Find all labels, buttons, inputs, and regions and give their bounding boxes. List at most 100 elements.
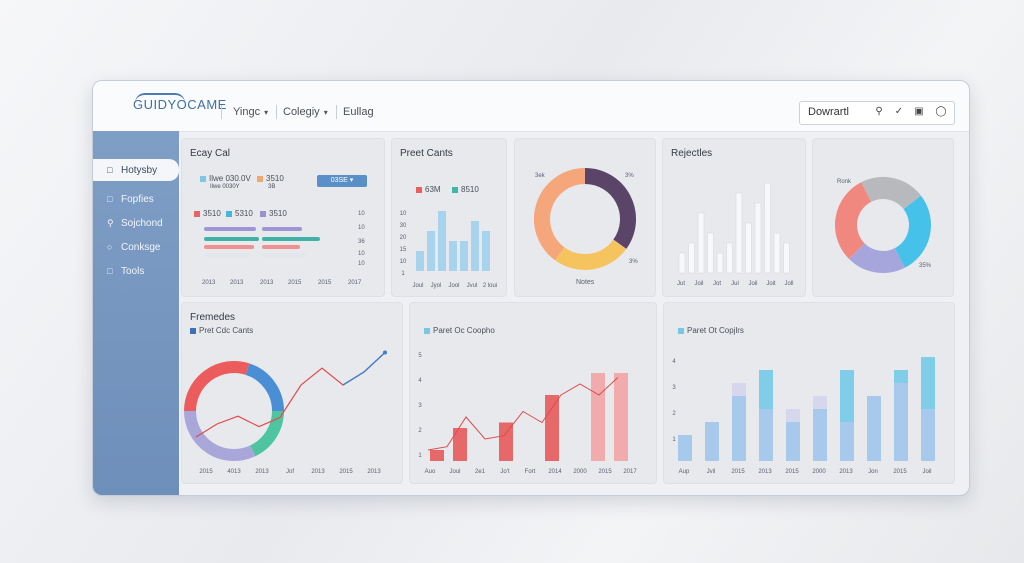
y-tick: 5 (418, 353, 422, 359)
bar (745, 222, 752, 274)
legend-swatch (452, 186, 458, 193)
tools-icon: □ (107, 266, 113, 276)
download-button[interactable]: Dowrartl (808, 106, 849, 118)
bar-overlay (894, 383, 908, 461)
legend-label: 5310 (235, 209, 253, 218)
y-tick: 1 (418, 453, 422, 459)
x-tick: Jut (677, 281, 685, 287)
nav-label: Colegiy (283, 106, 320, 118)
y-tick: 10 (400, 259, 407, 265)
sidebar-item-conksge[interactable]: ○ Conksge (107, 238, 160, 256)
panel-rejections: Rejectles Jut Joil Jot Jul Joil Joit Joll (662, 138, 806, 297)
panel-title: Fremedes (190, 312, 236, 323)
legend-swatch (424, 327, 430, 334)
x-tick: 2015 (598, 469, 612, 475)
bar (499, 422, 513, 461)
check-icon[interactable]: ✓ (894, 106, 904, 117)
sidebar-item-hotysby[interactable]: □ Hotysby (93, 159, 179, 181)
x-tick: 2015 (731, 469, 745, 475)
legend-label: 3510 (266, 174, 284, 183)
bar (453, 428, 467, 461)
bar-overlay (678, 435, 692, 461)
donut-slice (584, 168, 636, 249)
nav-item-colegiy[interactable]: Colegiy ▾ (283, 106, 328, 118)
x-tick: Jyol (431, 283, 442, 289)
x-tick: 2 loui (483, 283, 497, 289)
x-tick: 2000 (812, 469, 826, 475)
bar (697, 212, 705, 274)
x-tick: Joil (922, 469, 931, 475)
legend-item: 3510 (194, 209, 221, 218)
x-tick: 2015 (785, 469, 799, 475)
x-tick: 2013 (311, 469, 325, 475)
legend-item: Paret Ot Copjlrs (678, 326, 744, 335)
panel-preset-cants: Preet Cants 63M 8510 10 30 20 15 10 1 Joul Jyol… (391, 138, 507, 297)
x-tick: 2015 (288, 280, 302, 286)
x-tick: Aup (679, 469, 690, 475)
series-line-accent (342, 351, 386, 386)
sidebar-item-label: Sojchond (121, 218, 163, 229)
panel-title: Preet Cants (400, 148, 453, 159)
series-line (427, 377, 619, 451)
period-dropdown[interactable]: 03SE ▾ (317, 175, 367, 187)
donut-slice (184, 361, 250, 412)
legend-item: 3510 (260, 209, 287, 218)
bar (773, 232, 781, 274)
y-tick: 10 (358, 225, 365, 231)
right-bar-chart: 4 3 2 1 Aup Jvil 2015 2013 2015 2000 2013 Jon 2015 Jo… (672, 357, 935, 475)
progress-bar (262, 245, 300, 249)
sidebar-item-tools[interactable]: □ Tools (107, 262, 144, 280)
legend-label: 63M (425, 185, 441, 194)
y-tick: 1 (401, 271, 405, 277)
bar (471, 221, 479, 271)
legend-label: Ilwe 030.0V (209, 174, 251, 183)
x-tick: 2017 (623, 469, 637, 475)
donut-slice (894, 195, 931, 268)
bar (764, 182, 771, 274)
nav-item-eullag[interactable]: Eullag (343, 106, 374, 118)
donut-slice (184, 410, 256, 461)
x-tick: Jvul (467, 283, 478, 289)
lock-icon[interactable]: ▣ (914, 106, 924, 117)
y-tick: 20 (400, 235, 407, 241)
x-tick: 2e1 (475, 469, 486, 475)
legend-swatch (194, 210, 200, 217)
legend-swatch (678, 327, 684, 334)
y-tick: 10 (400, 211, 407, 217)
app-logo[interactable]: GUIDYOCAME (133, 97, 227, 112)
sidebar-item-fopfies[interactable]: □ Fopfies (107, 190, 154, 208)
bar-overlay (813, 396, 827, 461)
bar-overlay (705, 422, 719, 461)
x-tick: 2013 (202, 280, 216, 286)
panel-frenedes: Fremedes Pret Cdc Cants 2015 4013 2013 Jof 2… (181, 302, 403, 484)
donut-slice (835, 182, 872, 259)
bar-overlay (921, 409, 935, 461)
legend-swatch (416, 186, 422, 193)
sidebar-item-label: Fopfies (121, 194, 154, 205)
y-tick: 30 (400, 223, 407, 229)
legend-label: Paret Ot Copjlrs (687, 326, 744, 335)
y-tick: 2 (672, 411, 676, 417)
settings-icon[interactable]: ◯ (935, 106, 947, 117)
donut-label: Ronk (837, 179, 852, 185)
x-tick: 2013 (758, 469, 772, 475)
y-tick: 2 (418, 428, 422, 434)
legend-label: 3510 (203, 209, 221, 218)
legend-sub: Ilwe 0030Y (210, 184, 240, 190)
bar (430, 450, 444, 461)
panel-donut-2: Ronk 35% (812, 138, 954, 297)
x-tick: Jot (713, 281, 721, 287)
chat-icon: ○ (107, 242, 113, 252)
logo-mark-icon (135, 93, 185, 103)
bar (545, 395, 559, 461)
nav-divider (221, 105, 222, 119)
sidebar-item-sojchond[interactable]: ⚲ Sojchond (107, 214, 163, 232)
search-icon[interactable]: ⚲ (875, 106, 883, 117)
sidebar-item-label: Hotysby (121, 165, 158, 176)
bar (427, 231, 435, 271)
nav-item-yingc[interactable]: Yingc ▾ (233, 106, 268, 118)
donut-label: 3ek (535, 173, 545, 179)
panel-preset-copjlrs: Paret Ot Copjlrs 4 3 2 1 Aup Jvil 2015 2013 2015… (663, 302, 955, 484)
legend-item: 63M (416, 185, 441, 194)
y-tick: 10 (358, 211, 365, 217)
